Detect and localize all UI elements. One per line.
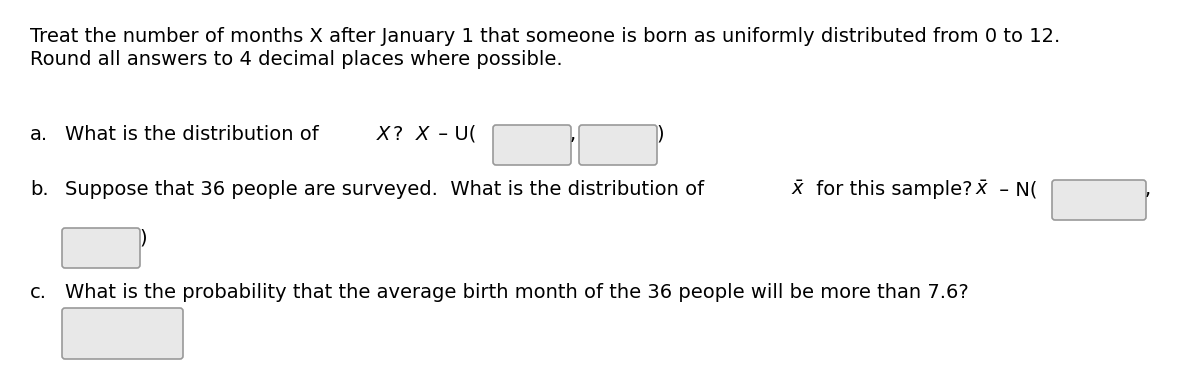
Text: c.: c. — [30, 283, 47, 302]
Text: ): ) — [139, 228, 146, 247]
Text: Round all answers to 4 decimal places where possible.: Round all answers to 4 decimal places wh… — [30, 50, 563, 69]
FancyBboxPatch shape — [580, 125, 658, 165]
Text: What is the distribution of: What is the distribution of — [65, 125, 325, 144]
Text: $\bar{x}$: $\bar{x}$ — [974, 180, 989, 199]
Text: ?: ? — [394, 125, 409, 144]
Text: $\bar{x}$: $\bar{x}$ — [791, 180, 805, 199]
Text: Suppose that 36 people are surveyed.  What is the distribution of: Suppose that 36 people are surveyed. Wha… — [65, 180, 710, 199]
Text: What is the probability that the average birth month of the 36 people will be mo: What is the probability that the average… — [65, 283, 968, 302]
Text: $X$: $X$ — [415, 125, 432, 144]
Text: a.: a. — [30, 125, 48, 144]
Text: Treat the number of months X after January 1 that someone is born as uniformly d: Treat the number of months X after Janua… — [30, 27, 1061, 46]
Text: $X$: $X$ — [376, 125, 392, 144]
FancyBboxPatch shape — [62, 308, 182, 359]
Text: – N(: – N( — [994, 180, 1037, 199]
FancyBboxPatch shape — [1052, 180, 1146, 220]
Text: ,: , — [570, 125, 576, 144]
Text: ): ) — [656, 125, 664, 144]
Text: – U(: – U( — [432, 125, 476, 144]
FancyBboxPatch shape — [493, 125, 571, 165]
Text: b.: b. — [30, 180, 49, 199]
FancyBboxPatch shape — [62, 228, 140, 268]
Text: for this sample?: for this sample? — [810, 180, 979, 199]
Text: ,: , — [1145, 180, 1151, 199]
